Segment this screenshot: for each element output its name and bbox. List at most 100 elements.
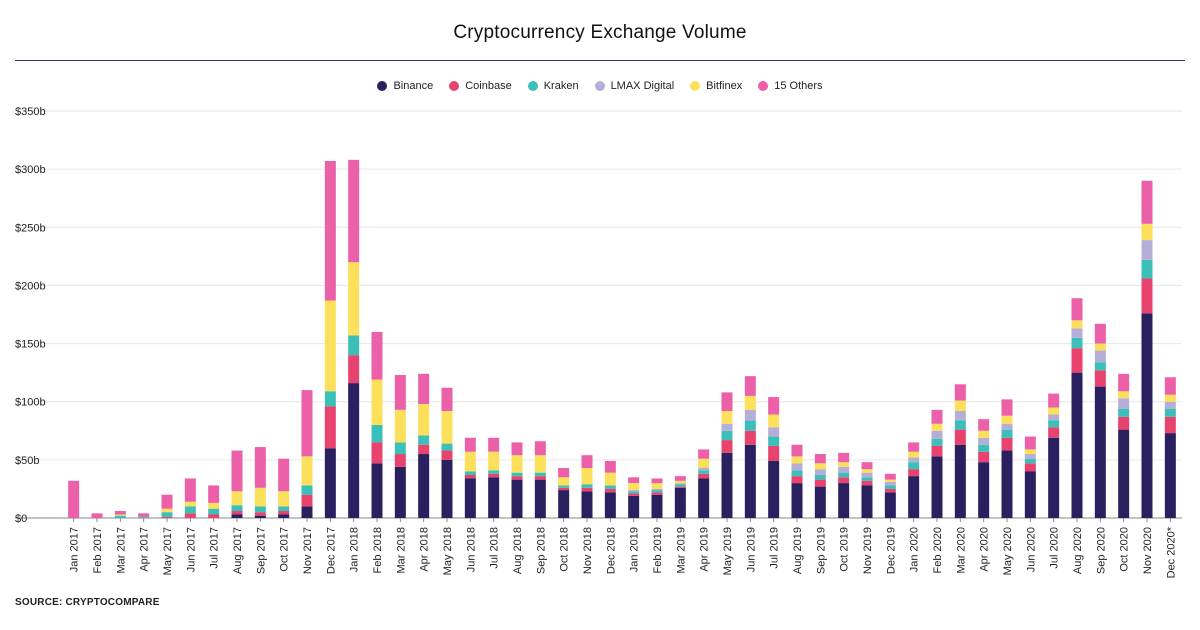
- bar-segment-bitfinex: [371, 379, 383, 425]
- legend-label: Bitfinex: [706, 80, 743, 92]
- bar-segment-kraken: [348, 335, 360, 356]
- bar-segment-kraken: [674, 484, 686, 487]
- bar-segment-bitfinex: [1118, 391, 1130, 399]
- bar-segment-bitfinex: [838, 462, 850, 467]
- x-tick-label: Dec 2020*: [1165, 526, 1177, 578]
- x-tick-label: Mar 2019: [675, 527, 687, 573]
- bar-segment-bitfinex: [511, 455, 523, 473]
- bar-segment-15-others: [908, 442, 920, 452]
- x-tick-label: Dec 2018: [605, 527, 617, 574]
- bar-segment-bitfinex: [394, 409, 406, 443]
- legend-swatch: [377, 81, 388, 91]
- bar-segment-coinbase: [884, 488, 896, 493]
- x-tick-label: Dec 2017: [325, 527, 337, 574]
- bar-segment-lmax-digital: [651, 488, 663, 491]
- y-tick-label: $100b: [15, 397, 46, 409]
- x-tick-label: Nov 2018: [582, 527, 594, 574]
- bar-segment-coinbase: [184, 513, 196, 518]
- bar-segment-kraken: [371, 424, 383, 443]
- bar-segment-coinbase: [1164, 416, 1176, 434]
- bar-segment-bitfinex: [628, 483, 640, 491]
- x-tick-label: Jan 2019: [629, 527, 641, 572]
- bar-segment-kraken: [1094, 362, 1106, 371]
- x-tick-label: Apr 2017: [139, 527, 151, 572]
- bar-segment-kraken: [604, 485, 616, 489]
- bar-segment-bitfinex: [978, 430, 990, 438]
- bar-segment-15-others: [1024, 436, 1036, 450]
- bar-segment-coinbase: [931, 445, 943, 457]
- bar-segment-15-others: [651, 478, 663, 484]
- bar-segment-15-others: [68, 480, 80, 518]
- bar-segment-coinbase: [954, 429, 966, 445]
- bar-segment-bitfinex: [534, 455, 546, 473]
- bar-segment-bitfinex: [418, 404, 430, 436]
- bar-segment-15-others: [511, 442, 523, 456]
- bar-segment-lmax-digital: [814, 469, 826, 475]
- bar-segment-15-others: [884, 473, 896, 480]
- x-tick-label: May 2019: [722, 527, 734, 575]
- bar-segment-binance: [674, 487, 686, 518]
- bar-segment-15-others: [721, 392, 733, 412]
- bar-segment-15-others: [978, 419, 990, 431]
- bar-segment-kraken: [1024, 458, 1036, 464]
- title-divider: [15, 60, 1185, 61]
- bar-segment-kraken: [488, 470, 500, 474]
- bar-segment-15-others: [488, 437, 500, 452]
- bar-segment-binance: [371, 463, 383, 518]
- bar-segment-kraken: [231, 505, 243, 512]
- bar-segment-kraken: [1118, 408, 1130, 417]
- bar-segment-15-others: [581, 455, 593, 468]
- bar-segment-coinbase: [908, 469, 920, 477]
- bar-segment-binance: [604, 492, 616, 518]
- bar-segment-lmax-digital: [721, 423, 733, 431]
- bar-segment-kraken: [698, 470, 710, 474]
- bar-segment-bitfinex: [1024, 449, 1036, 455]
- bar-segment-binance: [488, 477, 500, 518]
- x-tick-label: Apr 2018: [419, 527, 431, 572]
- bar-segment-coinbase: [604, 488, 616, 493]
- x-tick-label: Mar 2018: [395, 527, 407, 573]
- bar-segment-binance: [954, 444, 966, 518]
- bar-segment-kraken: [768, 436, 780, 446]
- bar-segment-kraken: [1164, 408, 1176, 417]
- bar-segment-15-others: [791, 444, 803, 457]
- legend-item-kraken: Kraken: [527, 80, 579, 92]
- bar-segment-bitfinex: [1141, 223, 1153, 241]
- bar-segment-coinbase: [161, 516, 173, 518]
- bar-segment-coinbase: [231, 511, 243, 515]
- legend-label: 15 Others: [774, 80, 823, 92]
- bar-segment-15-others: [324, 161, 336, 301]
- bar-segment-binance: [1071, 372, 1083, 518]
- bar-segment-bitfinex: [254, 487, 266, 507]
- bar-segment-bitfinex: [208, 502, 220, 509]
- bar-segment-binance: [301, 506, 313, 518]
- bar-segment-coinbase: [791, 476, 803, 484]
- bar-segment-lmax-digital: [1118, 398, 1130, 409]
- bar-segment-lmax-digital: [931, 430, 943, 439]
- x-tick-label: Sep 2019: [815, 527, 827, 574]
- bar-segment-kraken: [394, 442, 406, 455]
- bar-segment-bitfinex: [301, 456, 313, 486]
- bar-segment-kraken: [744, 420, 756, 431]
- bar-segment-bitfinex: [441, 411, 453, 444]
- x-tick-label: Mar 2017: [115, 527, 127, 573]
- bar-segment-binance: [464, 478, 476, 518]
- x-tick-label: Feb 2019: [652, 527, 664, 573]
- x-tick-label: Mar 2020: [955, 527, 967, 573]
- bar-segment-15-others: [674, 476, 686, 481]
- bar-segment-kraken: [861, 477, 873, 481]
- bar-segment-coinbase: [651, 492, 663, 495]
- bar-segment-15-others: [604, 461, 616, 473]
- bar-segment-kraken: [534, 472, 546, 477]
- bar-segment-binance: [768, 461, 780, 518]
- x-tick-label: Jun 2018: [465, 527, 477, 572]
- x-tick-label: Jun 2017: [185, 527, 197, 572]
- bar-segment-coinbase: [488, 473, 500, 478]
- legend-swatch: [527, 81, 538, 91]
- bar-segment-15-others: [114, 511, 126, 515]
- bar-segment-kraken: [511, 472, 523, 477]
- bar-segment-15-others: [1001, 399, 1013, 416]
- bar-segment-lmax-digital: [954, 411, 966, 421]
- bar-segment-kraken: [208, 508, 220, 515]
